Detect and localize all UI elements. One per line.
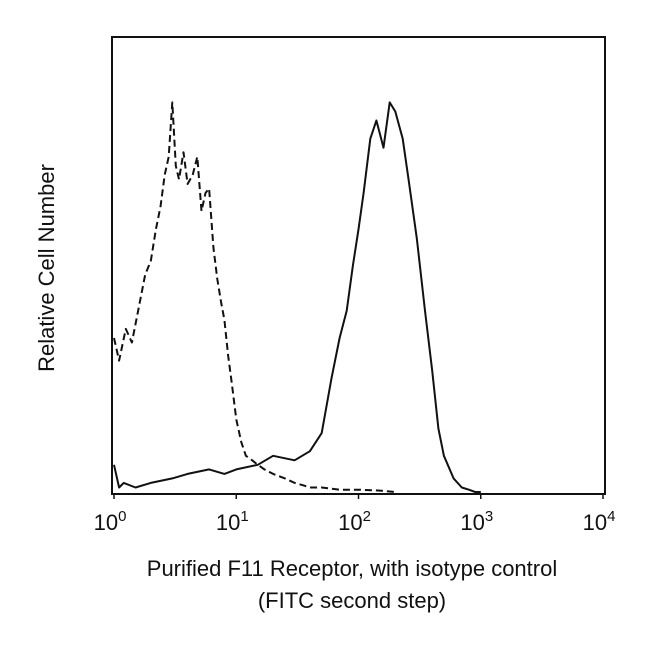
- x-tick-label: 103: [460, 508, 493, 535]
- x-axis-ticks: 100 101 102 103 104: [94, 494, 616, 535]
- x-axis-title-line-1: Purified F11 Receptor, with isotype cont…: [147, 556, 557, 581]
- series-layer: [113, 101, 481, 493]
- plot-frame: [111, 36, 606, 495]
- y-axis-title: Relative Cell Number: [34, 164, 59, 372]
- x-tick-label: 101: [216, 508, 249, 535]
- x-tick-label: 102: [338, 508, 371, 535]
- f11-receptor-histogram: [113, 101, 481, 493]
- x-tick-label: 100: [94, 508, 127, 535]
- x-axis-title-line-2: (FITC second step): [258, 588, 446, 613]
- isotype-control-histogram: [113, 101, 396, 493]
- x-tick-label: 104: [583, 508, 616, 535]
